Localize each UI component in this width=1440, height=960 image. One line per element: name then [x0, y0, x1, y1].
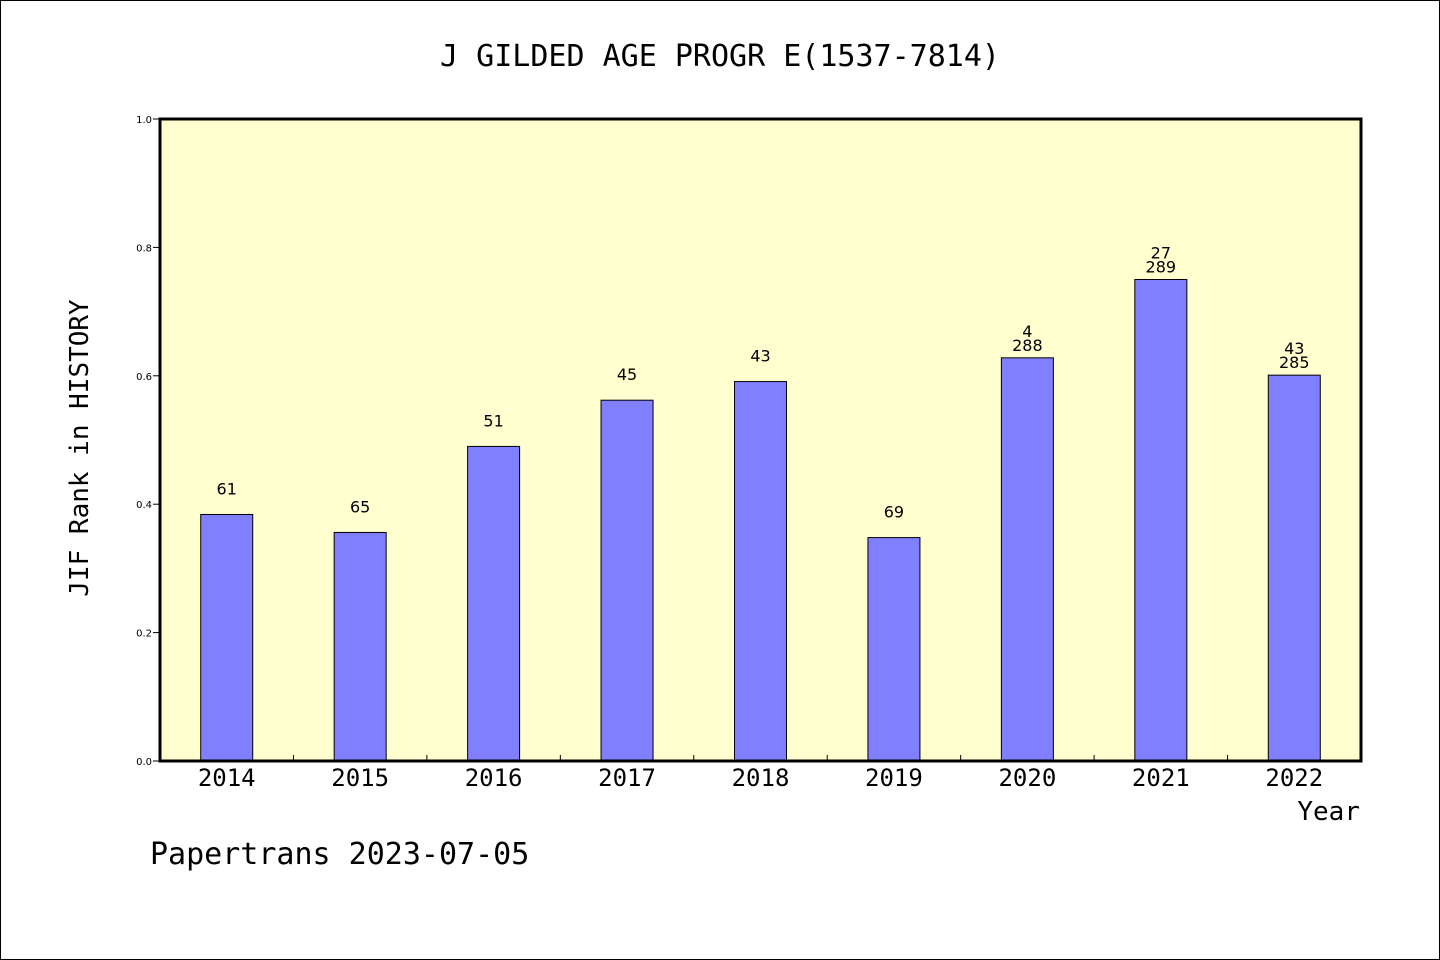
y-tick-label-0.8: 0.8 — [136, 243, 152, 254]
bar-label-2015-0: 65 — [350, 497, 370, 516]
plot-border — [158, 117, 1363, 763]
bar-label-2017-0: 45 — [617, 365, 637, 384]
bar-label-2019-0: 69 — [884, 503, 904, 522]
y-tick-label-0.2: 0.2 — [136, 629, 152, 640]
y-axis-label: JIF Rank in HISTORY — [65, 299, 95, 597]
y-tick-label-1.0: 1.0 — [136, 115, 152, 126]
x-tick-label-2015: 2015 — [331, 764, 389, 792]
bar-label-2014-0: 61 — [217, 479, 237, 498]
x-tick-label-2018: 2018 — [732, 764, 790, 792]
x-tick-label-2017: 2017 — [598, 764, 656, 792]
bar-label-2021-1: 289 — [1146, 258, 1177, 277]
footer-text: Papertrans 2023-07-05 — [150, 837, 529, 872]
bar-label-2022-0: 43 — [1284, 339, 1304, 358]
bar-label-2020-1: 288 — [1012, 336, 1043, 355]
x-tick-label-2022: 2022 — [1265, 764, 1323, 792]
bar-2022 — [1267, 374, 1321, 762]
bar-label-2022-1: 285 — [1279, 353, 1310, 372]
chart-title: J GILDED AGE PROGR E(1537-7814) — [440, 39, 1000, 74]
x-tick-label-2014: 2014 — [198, 764, 256, 792]
bar-label-2018-0: 43 — [750, 347, 770, 366]
x-axis-label: Year — [1297, 797, 1360, 827]
x-tick-label-2021: 2021 — [1132, 764, 1190, 792]
bar-2015 — [333, 531, 387, 762]
y-tick-label-0.0: 0.0 — [136, 757, 152, 768]
bar-label-2016-0: 51 — [483, 411, 503, 430]
y-tick-label-0.4: 0.4 — [136, 500, 152, 511]
bar-2021 — [1134, 279, 1188, 762]
bars-group — [200, 279, 1321, 762]
bar-label-2020-0: 4 — [1022, 322, 1032, 341]
bar-2018 — [734, 381, 787, 762]
bar-label-2021-0: 27 — [1151, 244, 1171, 263]
x-tick-label-2020: 2020 — [998, 764, 1056, 792]
y-tick-label-0.6: 0.6 — [136, 372, 152, 383]
bar-2017 — [600, 399, 654, 762]
y-axis-ticks: 0.0 0.2 0.4 0.6 0.8 1.0 — [136, 115, 160, 768]
bar-2016 — [467, 445, 521, 762]
bar-2020 — [1000, 357, 1054, 762]
x-tick-label-2019: 2019 — [865, 764, 923, 792]
x-axis-ticks: 2014 2015 2016 2017 2018 2019 2020 2021 2022 — [198, 755, 1323, 792]
bar-2014 — [200, 513, 254, 762]
bar-2019 — [867, 537, 921, 762]
x-tick-label-2016: 2016 — [465, 764, 523, 792]
